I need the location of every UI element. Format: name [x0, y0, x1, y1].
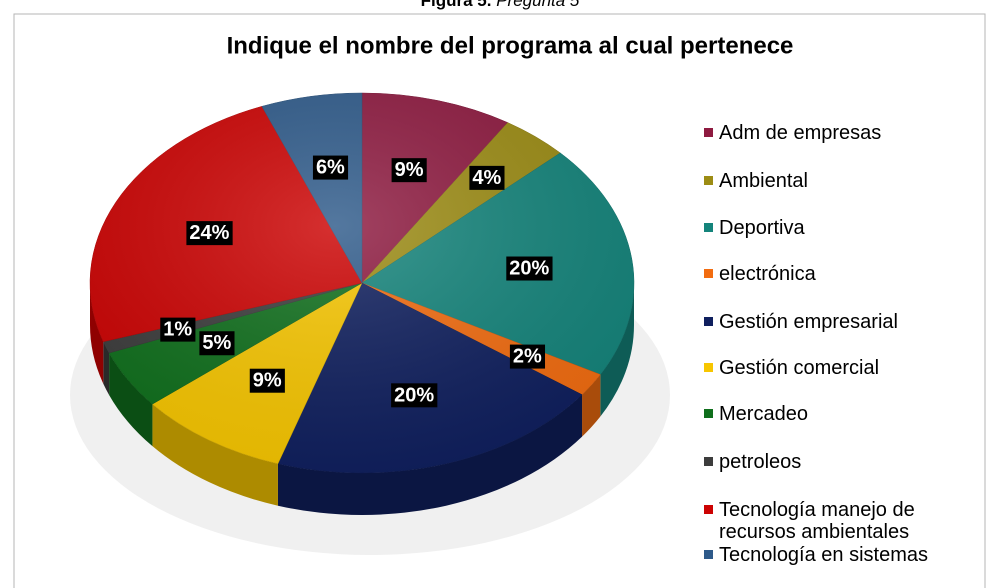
data-label: 20%	[509, 258, 549, 280]
data-label: 6%	[316, 157, 345, 179]
data-label-bg	[249, 368, 285, 393]
data-label: 9%	[395, 159, 424, 181]
slice-side	[277, 394, 583, 515]
data-label: 1%	[163, 319, 192, 341]
figure-caption: Figura 5. Pregunta 5	[421, 0, 580, 10]
data-label: 4%	[472, 167, 501, 189]
chart-title: Indique el nombre del programa al cual p…	[227, 32, 794, 59]
data-label-bg	[199, 331, 235, 356]
data-label-bg	[506, 256, 553, 281]
data-label-bg	[312, 155, 349, 180]
data-label: 24%	[189, 222, 229, 244]
data-label: 5%	[202, 332, 231, 354]
data-label: 9%	[253, 370, 282, 392]
data-label-bg	[469, 165, 505, 190]
data-label-bg	[391, 383, 438, 408]
data-label-bg	[186, 221, 233, 246]
data-label: 20%	[394, 384, 434, 406]
data-label-bg	[391, 158, 427, 183]
data-label: 2%	[513, 346, 542, 368]
data-label-bg	[160, 317, 196, 342]
data-label-bg	[509, 344, 546, 369]
